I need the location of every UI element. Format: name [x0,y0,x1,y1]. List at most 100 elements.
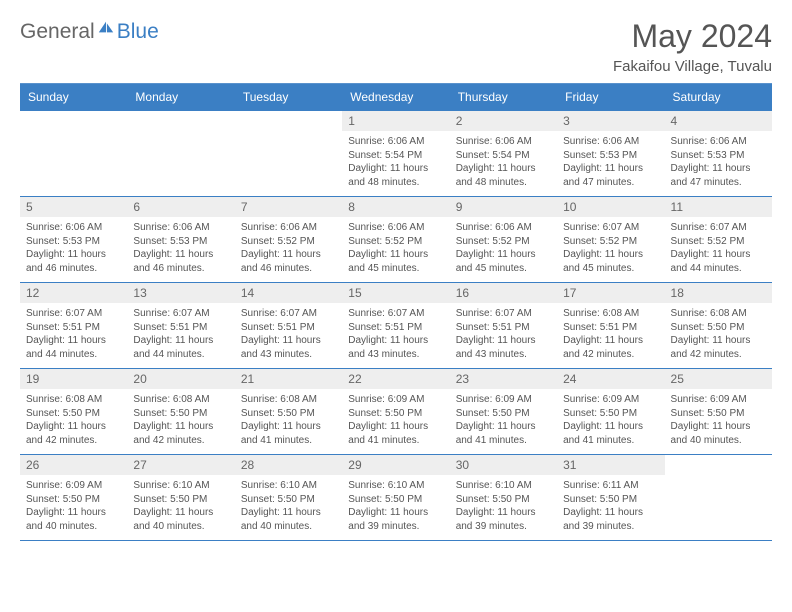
sunset-text: Sunset: 5:50 PM [456,407,551,421]
day-cell-5: 5Sunrise: 6:06 AMSunset: 5:53 PMDaylight… [20,197,127,283]
day-cell-13: 13Sunrise: 6:07 AMSunset: 5:51 PMDayligh… [127,283,234,369]
sunset-text: Sunset: 5:52 PM [241,235,336,249]
logo-text-general: General [20,20,95,44]
calendar-body: 1Sunrise: 6:06 AMSunset: 5:54 PMDaylight… [20,111,772,541]
day-number: 23 [450,369,557,389]
day-number: 6 [127,197,234,217]
sunset-text: Sunset: 5:50 PM [563,407,658,421]
sunrise-text: Sunrise: 6:07 AM [26,307,121,321]
sunrise-text: Sunrise: 6:06 AM [241,221,336,235]
daylight-text: Daylight: 11 hours and 44 minutes. [26,334,121,361]
day-cell-14: 14Sunrise: 6:07 AMSunset: 5:51 PMDayligh… [235,283,342,369]
sunset-text: Sunset: 5:53 PM [671,149,766,163]
daylight-text: Daylight: 11 hours and 41 minutes. [563,420,658,447]
calendar-row: 12Sunrise: 6:07 AMSunset: 5:51 PMDayligh… [20,283,772,369]
sunset-text: Sunset: 5:50 PM [563,493,658,507]
daylight-text: Daylight: 11 hours and 43 minutes. [456,334,551,361]
day-header-tuesday: Tuesday [235,84,342,111]
day-number: 24 [557,369,664,389]
page-header: General Blue May 2024 Fakaifou Village, … [20,20,772,75]
day-number: 8 [342,197,449,217]
sunset-text: Sunset: 5:51 PM [348,321,443,335]
day-number: 26 [20,455,127,475]
sunrise-text: Sunrise: 6:06 AM [348,135,443,149]
sunset-text: Sunset: 5:52 PM [348,235,443,249]
sunset-text: Sunset: 5:52 PM [671,235,766,249]
sunrise-text: Sunrise: 6:07 AM [456,307,551,321]
day-content: Sunrise: 6:08 AMSunset: 5:50 PMDaylight:… [127,389,234,453]
day-cell-10: 10Sunrise: 6:07 AMSunset: 5:52 PMDayligh… [557,197,664,283]
sunset-text: Sunset: 5:53 PM [26,235,121,249]
calendar-row: 1Sunrise: 6:06 AMSunset: 5:54 PMDaylight… [20,111,772,197]
day-cell-19: 19Sunrise: 6:08 AMSunset: 5:50 PMDayligh… [20,369,127,455]
day-header-wednesday: Wednesday [342,84,449,111]
sunset-text: Sunset: 5:50 PM [241,493,336,507]
empty-cell [127,111,234,197]
day-cell-8: 8Sunrise: 6:06 AMSunset: 5:52 PMDaylight… [342,197,449,283]
sunset-text: Sunset: 5:54 PM [456,149,551,163]
day-content: Sunrise: 6:10 AMSunset: 5:50 PMDaylight:… [450,475,557,539]
day-content: Sunrise: 6:07 AMSunset: 5:51 PMDaylight:… [450,303,557,367]
day-number: 13 [127,283,234,303]
sunrise-text: Sunrise: 6:07 AM [348,307,443,321]
title-block: May 2024 Fakaifou Village, Tuvalu [613,20,772,75]
day-content: Sunrise: 6:06 AMSunset: 5:53 PMDaylight:… [127,217,234,281]
day-number: 10 [557,197,664,217]
sunrise-text: Sunrise: 6:09 AM [26,479,121,493]
location-label: Fakaifou Village, Tuvalu [613,58,772,75]
sunrise-text: Sunrise: 6:06 AM [26,221,121,235]
day-number: 9 [450,197,557,217]
day-content: Sunrise: 6:11 AMSunset: 5:50 PMDaylight:… [557,475,664,539]
day-number: 22 [342,369,449,389]
sunset-text: Sunset: 5:53 PM [563,149,658,163]
daylight-text: Daylight: 11 hours and 43 minutes. [241,334,336,361]
sunrise-text: Sunrise: 6:06 AM [456,221,551,235]
day-content: Sunrise: 6:06 AMSunset: 5:52 PMDaylight:… [342,217,449,281]
day-cell-16: 16Sunrise: 6:07 AMSunset: 5:51 PMDayligh… [450,283,557,369]
day-number: 21 [235,369,342,389]
day-cell-11: 11Sunrise: 6:07 AMSunset: 5:52 PMDayligh… [665,197,772,283]
day-cell-3: 3Sunrise: 6:06 AMSunset: 5:53 PMDaylight… [557,111,664,197]
day-cell-20: 20Sunrise: 6:08 AMSunset: 5:50 PMDayligh… [127,369,234,455]
day-content: Sunrise: 6:08 AMSunset: 5:51 PMDaylight:… [557,303,664,367]
sunrise-text: Sunrise: 6:07 AM [133,307,228,321]
day-content: Sunrise: 6:09 AMSunset: 5:50 PMDaylight:… [20,475,127,539]
day-number: 7 [235,197,342,217]
day-number: 31 [557,455,664,475]
day-header-sunday: Sunday [20,84,127,111]
day-content: Sunrise: 6:10 AMSunset: 5:50 PMDaylight:… [235,475,342,539]
sail-icon [97,20,115,34]
day-cell-30: 30Sunrise: 6:10 AMSunset: 5:50 PMDayligh… [450,455,557,541]
day-number: 15 [342,283,449,303]
sunset-text: Sunset: 5:50 PM [26,493,121,507]
day-header-thursday: Thursday [450,84,557,111]
day-content: Sunrise: 6:07 AMSunset: 5:51 PMDaylight:… [127,303,234,367]
sunset-text: Sunset: 5:50 PM [671,321,766,335]
daylight-text: Daylight: 11 hours and 47 minutes. [563,162,658,189]
sunrise-text: Sunrise: 6:10 AM [348,479,443,493]
day-content: Sunrise: 6:09 AMSunset: 5:50 PMDaylight:… [342,389,449,453]
daylight-text: Daylight: 11 hours and 48 minutes. [348,162,443,189]
day-number: 3 [557,111,664,131]
daylight-text: Daylight: 11 hours and 46 minutes. [26,248,121,275]
sunrise-text: Sunrise: 6:07 AM [671,221,766,235]
day-cell-28: 28Sunrise: 6:10 AMSunset: 5:50 PMDayligh… [235,455,342,541]
daylight-text: Daylight: 11 hours and 41 minutes. [241,420,336,447]
sunset-text: Sunset: 5:52 PM [563,235,658,249]
day-content: Sunrise: 6:07 AMSunset: 5:52 PMDaylight:… [665,217,772,281]
calendar-row: 26Sunrise: 6:09 AMSunset: 5:50 PMDayligh… [20,455,772,541]
day-content: Sunrise: 6:07 AMSunset: 5:52 PMDaylight:… [557,217,664,281]
day-cell-31: 31Sunrise: 6:11 AMSunset: 5:50 PMDayligh… [557,455,664,541]
daylight-text: Daylight: 11 hours and 42 minutes. [26,420,121,447]
daylight-text: Daylight: 11 hours and 44 minutes. [133,334,228,361]
sunrise-text: Sunrise: 6:08 AM [671,307,766,321]
day-number: 17 [557,283,664,303]
sunrise-text: Sunrise: 6:08 AM [241,393,336,407]
daylight-text: Daylight: 11 hours and 45 minutes. [563,248,658,275]
daylight-text: Daylight: 11 hours and 46 minutes. [133,248,228,275]
calendar-row: 19Sunrise: 6:08 AMSunset: 5:50 PMDayligh… [20,369,772,455]
day-number: 2 [450,111,557,131]
sunrise-text: Sunrise: 6:06 AM [348,221,443,235]
day-cell-1: 1Sunrise: 6:06 AMSunset: 5:54 PMDaylight… [342,111,449,197]
day-content: Sunrise: 6:07 AMSunset: 5:51 PMDaylight:… [20,303,127,367]
